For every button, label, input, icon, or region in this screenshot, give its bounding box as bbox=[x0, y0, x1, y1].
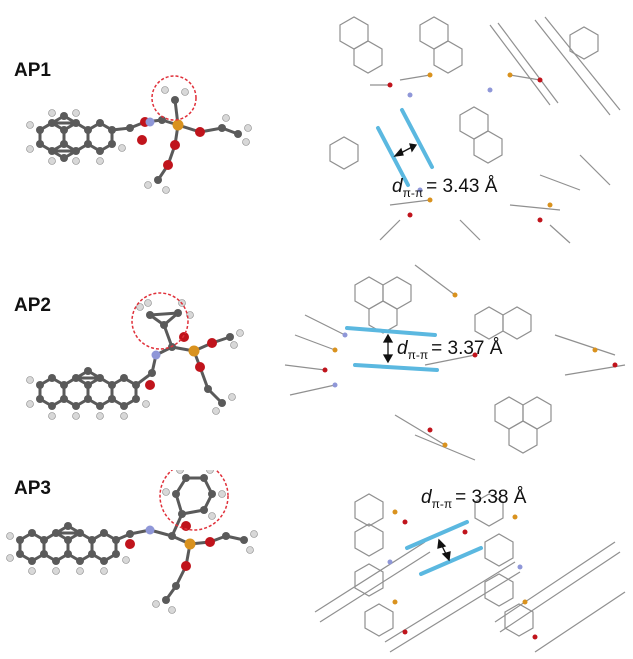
oxygen-atom bbox=[195, 127, 205, 137]
pi-stacking-bars bbox=[378, 110, 432, 185]
ap1-molecule-structure bbox=[0, 70, 300, 210]
oxygen-atom bbox=[163, 160, 173, 170]
ap3-molecule-structure bbox=[0, 470, 300, 640]
distance-arrow bbox=[395, 144, 416, 156]
packing-framework bbox=[330, 17, 620, 243]
ap2-molecule-structure bbox=[0, 285, 300, 450]
ap1-distance-label: dπ-π = 3.43 Å bbox=[392, 176, 498, 200]
oxygen-atom bbox=[137, 135, 147, 145]
phosphorus-atom bbox=[173, 120, 184, 131]
ap3-crystal-packing: dπ-π = 3.38 Å bbox=[295, 472, 630, 657]
nitrogen-atom bbox=[146, 118, 155, 127]
ap3-distance-label: dπ-π = 3.38 Å bbox=[421, 487, 527, 511]
ap2-crystal-packing: dπ-π = 3.37 Å bbox=[275, 255, 630, 470]
ap1-crystal-packing: dπ-π = 3.43 Å bbox=[310, 5, 630, 250]
ap2-distance-label: dπ-π = 3.37 Å bbox=[397, 338, 503, 362]
oxygen-atom bbox=[170, 140, 180, 150]
